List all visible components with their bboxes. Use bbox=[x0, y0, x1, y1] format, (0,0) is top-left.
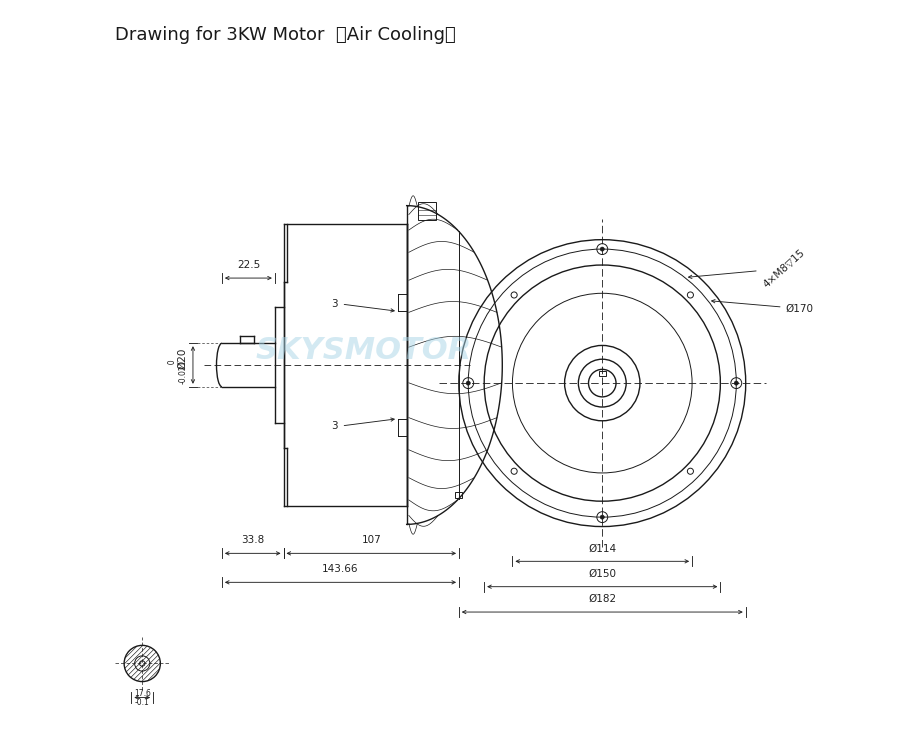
Text: Ø150: Ø150 bbox=[588, 569, 616, 579]
Text: 4×M8▽15: 4×M8▽15 bbox=[689, 247, 807, 290]
Circle shape bbox=[734, 381, 739, 385]
Text: SKYSMOTOR: SKYSMOTOR bbox=[255, 336, 471, 365]
Text: 143.66: 143.66 bbox=[322, 564, 359, 575]
Circle shape bbox=[600, 247, 604, 251]
Text: 0
-0.021: 0 -0.021 bbox=[168, 359, 187, 384]
Text: Ø114: Ø114 bbox=[588, 543, 616, 553]
Bar bbox=[455, 492, 462, 498]
Text: 22.5: 22.5 bbox=[237, 260, 260, 270]
Text: 17.6: 17.6 bbox=[134, 689, 150, 698]
Text: Ø182: Ø182 bbox=[588, 594, 616, 604]
Text: Ø170: Ø170 bbox=[712, 299, 813, 313]
Text: Drawing for 3KW Motor  （Air Cooling）: Drawing for 3KW Motor （Air Cooling） bbox=[114, 26, 455, 44]
Bar bbox=[598, 371, 606, 376]
Text: Ø20: Ø20 bbox=[177, 347, 187, 369]
Text: 3: 3 bbox=[331, 299, 337, 309]
Text: -0.1: -0.1 bbox=[135, 698, 149, 707]
Circle shape bbox=[600, 515, 604, 519]
Circle shape bbox=[467, 381, 470, 385]
Text: 107: 107 bbox=[361, 535, 381, 545]
Text: 3: 3 bbox=[331, 421, 337, 431]
Bar bbox=[418, 202, 435, 220]
Text: 33.8: 33.8 bbox=[241, 535, 265, 545]
